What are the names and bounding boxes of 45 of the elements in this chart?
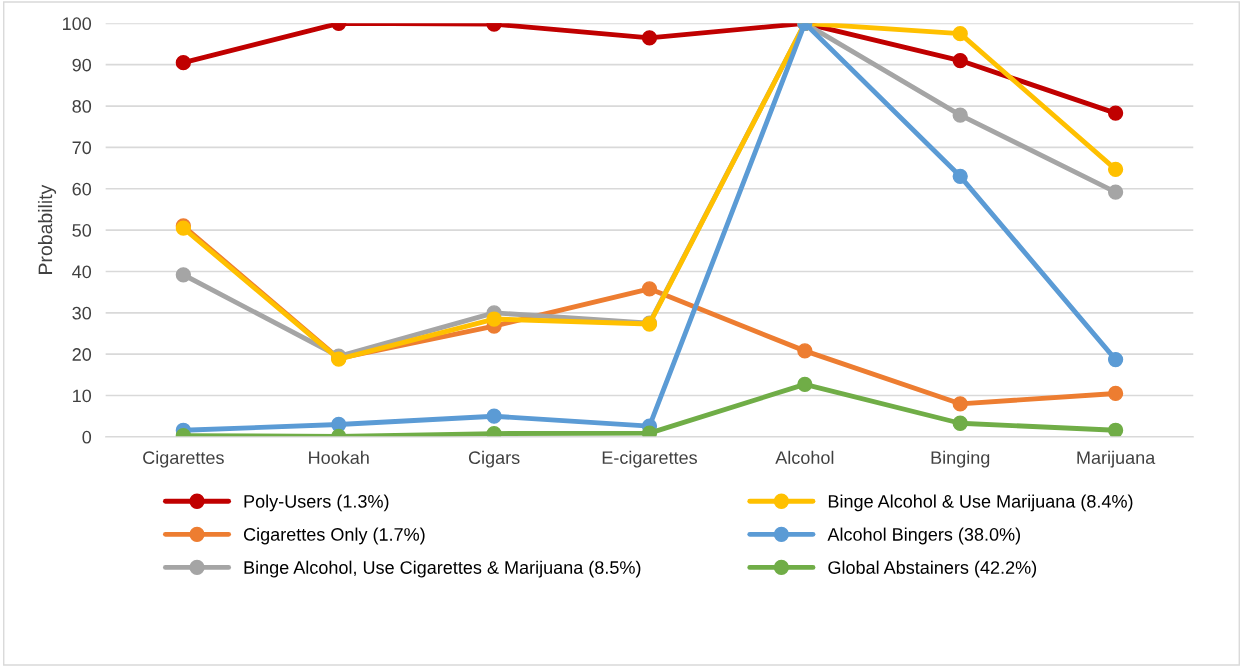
- y-tick-label: 10: [73, 389, 92, 403]
- point: [175, 54, 191, 71]
- point: [952, 107, 968, 123]
- x-tick-label: Hookah: [309, 450, 369, 465]
- point: [486, 311, 502, 327]
- y-tick-label: 90: [72, 58, 92, 72]
- point: [641, 30, 658, 46]
- point: [486, 408, 502, 424]
- legend-label: Binge Alcohol & Use Marijuana (8.4%): [828, 494, 1133, 512]
- y-tick-label: 20: [72, 348, 92, 361]
- point: [952, 396, 968, 412]
- y-tick-label: 0: [82, 430, 92, 444]
- point: [1107, 385, 1124, 402]
- legend-label: Alcohol Bingers (38.0%): [827, 527, 1020, 545]
- x-tick-label: Cigars: [468, 450, 520, 468]
- x-tick-label: E-cigarettes: [602, 450, 697, 468]
- y-tick-label: 100: [63, 17, 92, 31]
- point: [641, 281, 658, 297]
- y-tick-label: 70: [72, 141, 92, 155]
- point: [1107, 351, 1124, 368]
- legend-label: Global Abstainers (42.2%): [828, 560, 1037, 578]
- y-tick-label: 30: [72, 306, 92, 320]
- point: [797, 376, 813, 393]
- x-tick-label: Alcohol: [775, 450, 834, 465]
- point: [1107, 422, 1124, 437]
- x-tick-label: Marijuana: [1077, 450, 1156, 468]
- legend-label: Poly-Users (1.3%): [244, 494, 389, 512]
- y-tick-label: 60: [72, 182, 92, 196]
- point: [952, 26, 968, 42]
- point: [952, 52, 968, 69]
- y-axis-title: Probability: [37, 184, 57, 274]
- legend-label: Binge Alcohol, Use Cigarettes & Marijuana (8.5%): [244, 560, 641, 578]
- point: [952, 415, 968, 431]
- point: [1107, 161, 1124, 177]
- x-tick-label: Cigarettes: [143, 450, 224, 468]
- point: [1107, 184, 1124, 200]
- y-tick-label: 80: [72, 99, 92, 113]
- y-tick-label: 40: [72, 265, 92, 279]
- point: [175, 267, 191, 283]
- x-tick-label: Binging: [931, 450, 990, 468]
- y-tick-label: 50: [72, 224, 92, 237]
- legend-label: Cigarettes Only (1.7%): [243, 527, 425, 545]
- point: [952, 168, 968, 184]
- point: [1107, 105, 1124, 121]
- point: [797, 343, 813, 359]
